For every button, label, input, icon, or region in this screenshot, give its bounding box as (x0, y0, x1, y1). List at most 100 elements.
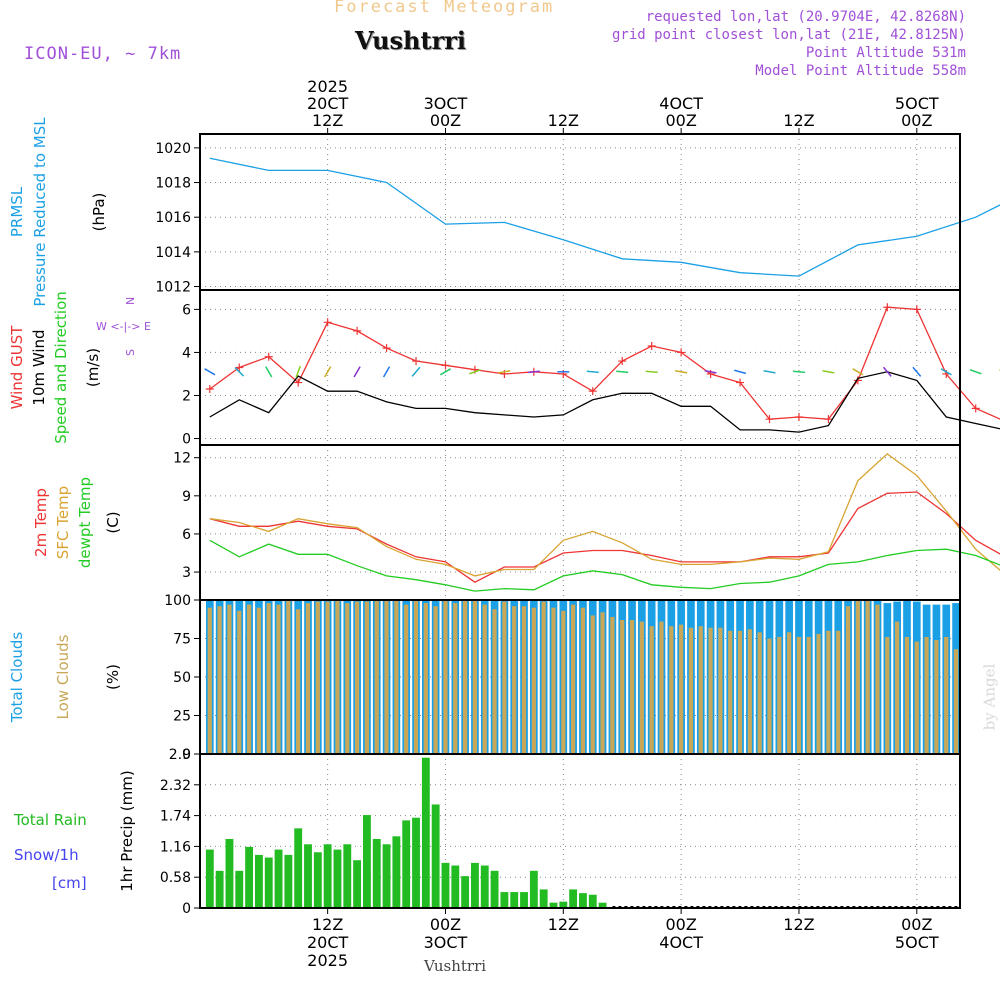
bottom-time-label: 2025 (307, 951, 348, 970)
precip-bar (451, 865, 460, 908)
compass-north: N (124, 297, 137, 305)
footer-station: Vushtrri (424, 957, 487, 975)
panel-label: (m/s) (84, 348, 102, 387)
panel-label: Pressure Reduced to MSL (31, 117, 49, 307)
low-cloud-bar (433, 606, 438, 754)
low-cloud-bar (443, 600, 448, 754)
gust-marker (647, 341, 656, 350)
series-line (209, 453, 1000, 577)
precip-bar (402, 820, 411, 908)
low-cloud-bar (492, 609, 497, 754)
product-title: Forecast Meteogram (334, 0, 555, 17)
low-cloud-bar (757, 632, 762, 754)
top-time-label: 2025 (307, 77, 348, 96)
y-tick-label: 12 (173, 451, 191, 467)
wind-direction-arrow (792, 370, 806, 374)
low-cloud-bar (423, 603, 428, 754)
top-time-label: 12Z (312, 111, 343, 130)
requested-location: requested lon,lat (20.9704E, 42.8268N) (645, 9, 966, 25)
low-cloud-bar (472, 600, 478, 754)
y-tick-label: 1012 (155, 280, 191, 296)
low-cloud-bar (629, 620, 635, 754)
low-cloud-bar (482, 604, 487, 754)
low-cloud-bar (895, 621, 900, 754)
wind-direction-arrow (763, 370, 776, 374)
wind-direction-arrow (439, 368, 452, 376)
wind-direction-arrow (586, 370, 599, 374)
precip-bar (294, 828, 303, 908)
low-cloud-bar (610, 616, 615, 754)
model-altitude: Model Point Altitude 558m (755, 63, 966, 79)
y-tick-label: 0.58 (160, 870, 191, 886)
series-line (209, 306, 1000, 420)
panel-label: Wind GUST (8, 325, 26, 410)
precip-bar (225, 838, 234, 908)
panel-label: [cm] (52, 874, 87, 892)
gust-marker (235, 363, 244, 372)
low-cloud-bar (767, 638, 772, 754)
low-cloud-bar (570, 604, 576, 754)
low-cloud-bar (944, 636, 949, 754)
y-tick-label: 50 (173, 670, 191, 686)
wind-direction-arrow (234, 367, 245, 377)
low-cloud-bar (875, 604, 880, 754)
gust-marker (736, 378, 745, 387)
low-cloud-bar (737, 630, 743, 754)
y-tick-label: 1.16 (160, 839, 191, 855)
bottom-time-label: 12Z (312, 915, 343, 934)
low-cloud-bar (777, 636, 782, 754)
wind-direction-arrow (382, 366, 391, 378)
top-time-label: 00Z (901, 111, 932, 130)
low-cloud-bar (669, 626, 674, 754)
top-time-label: 5OCT (895, 94, 939, 113)
precip-bar (588, 894, 597, 908)
low-cloud-bar (502, 601, 507, 754)
bottom-time-label: 12Z (548, 915, 579, 934)
wind-direction-arrow (498, 370, 511, 374)
precip-bar (264, 857, 273, 908)
precip-bar (490, 870, 499, 908)
precip-bar (461, 876, 470, 908)
gust-marker (912, 305, 921, 314)
gust-marker (441, 361, 450, 370)
top-time-label: 12Z (783, 111, 814, 130)
low-cloud-bar (708, 627, 713, 754)
gust-marker (323, 318, 332, 327)
precip-bar (343, 844, 352, 908)
low-cloud-bar (561, 610, 566, 754)
wind-direction-arrow (912, 366, 922, 377)
low-cloud-bar (315, 601, 320, 754)
top-time-label: 12Z (548, 111, 579, 130)
low-cloud-bar (325, 601, 330, 754)
wind-direction-arrow (852, 368, 864, 376)
y-tick-label: 3 (182, 565, 191, 581)
y-tick-label: 0 (182, 747, 191, 763)
gust-marker (971, 404, 980, 413)
low-cloud-bar (718, 627, 723, 754)
wind-direction-arrow (204, 368, 216, 376)
low-cloud-bar (305, 603, 311, 754)
bottom-time-label: 3OCT (424, 933, 468, 952)
y-tick-label: 1016 (155, 210, 191, 226)
top-time-label: 4OCT (659, 94, 703, 113)
grid-location: grid point closest lon,lat (21E, 42.8125… (611, 27, 966, 43)
gust-marker (412, 357, 421, 366)
panel-label: (%) (104, 664, 122, 690)
y-tick-label: 1014 (155, 245, 191, 261)
low-cloud-bar (796, 636, 802, 754)
top-time-label: 20CT (307, 94, 349, 113)
panel-label: 1hr Precip (mm) (118, 770, 136, 891)
y-tick-label: 2.32 (160, 778, 191, 794)
precip-bar (274, 849, 283, 908)
low-cloud-bar (296, 609, 301, 754)
low-cloud-bar (688, 627, 694, 754)
y-tick-label: 6 (182, 302, 191, 318)
panel-label: Total Clouds (8, 632, 26, 724)
panel-label: Low Clouds (54, 634, 72, 719)
panel-label: Speed and Direction (52, 291, 70, 444)
low-cloud-bar (227, 604, 232, 754)
panel-label: PRMSL (8, 186, 26, 237)
precip-bar (313, 852, 322, 908)
bottom-time-label: 00Z (901, 915, 932, 934)
gust-marker (677, 348, 686, 357)
